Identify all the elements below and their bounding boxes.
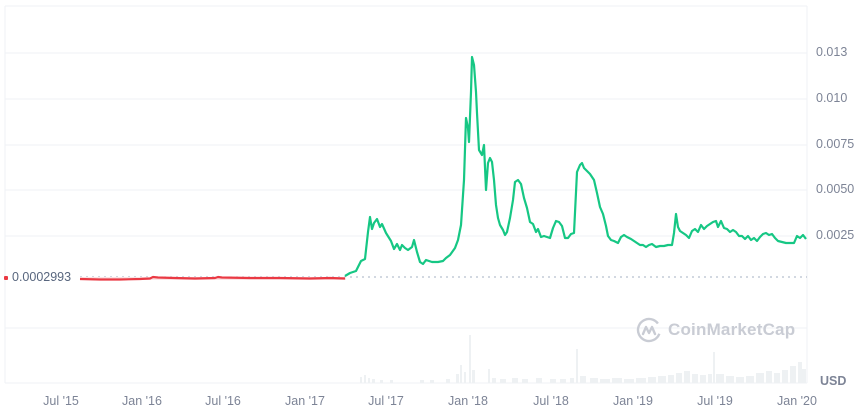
price-line-up xyxy=(344,55,807,277)
y-tick-label: 0.0025 xyxy=(816,228,855,242)
x-tick-label: Jan '18 xyxy=(448,394,488,408)
x-tick-label: Jul '17 xyxy=(368,394,404,408)
reference-value-label: 0.0002993 xyxy=(12,270,72,284)
x-tick-label: Jul '16 xyxy=(205,394,241,408)
x-tick-label: Jan '20 xyxy=(777,394,817,408)
coinmarketcap-logo-icon xyxy=(636,317,662,343)
currency-label: USD xyxy=(820,374,847,388)
x-tick-label: Jul '18 xyxy=(533,394,569,408)
y-tick-label: 0.0050 xyxy=(816,182,855,196)
watermark-text: CoinMarketCap xyxy=(668,320,796,339)
y-tick-label: 0.010 xyxy=(816,91,848,105)
grid xyxy=(4,5,808,384)
x-tick-label: Jul '15 xyxy=(43,394,79,408)
coinmarketcap-watermark: CoinMarketCap xyxy=(636,317,795,343)
reference-marker-icon xyxy=(4,276,8,280)
x-tick-label: Jan '17 xyxy=(285,394,325,408)
volume-bars xyxy=(360,335,806,383)
x-tick-label: Jul '19 xyxy=(697,394,733,408)
price-line-down xyxy=(79,275,346,281)
x-tick-label: Jan '16 xyxy=(122,394,162,408)
y-tick-label: 0.013 xyxy=(816,45,848,59)
y-tick-label: 0.0075 xyxy=(816,137,855,151)
x-tick-label: Jan '19 xyxy=(613,394,653,408)
